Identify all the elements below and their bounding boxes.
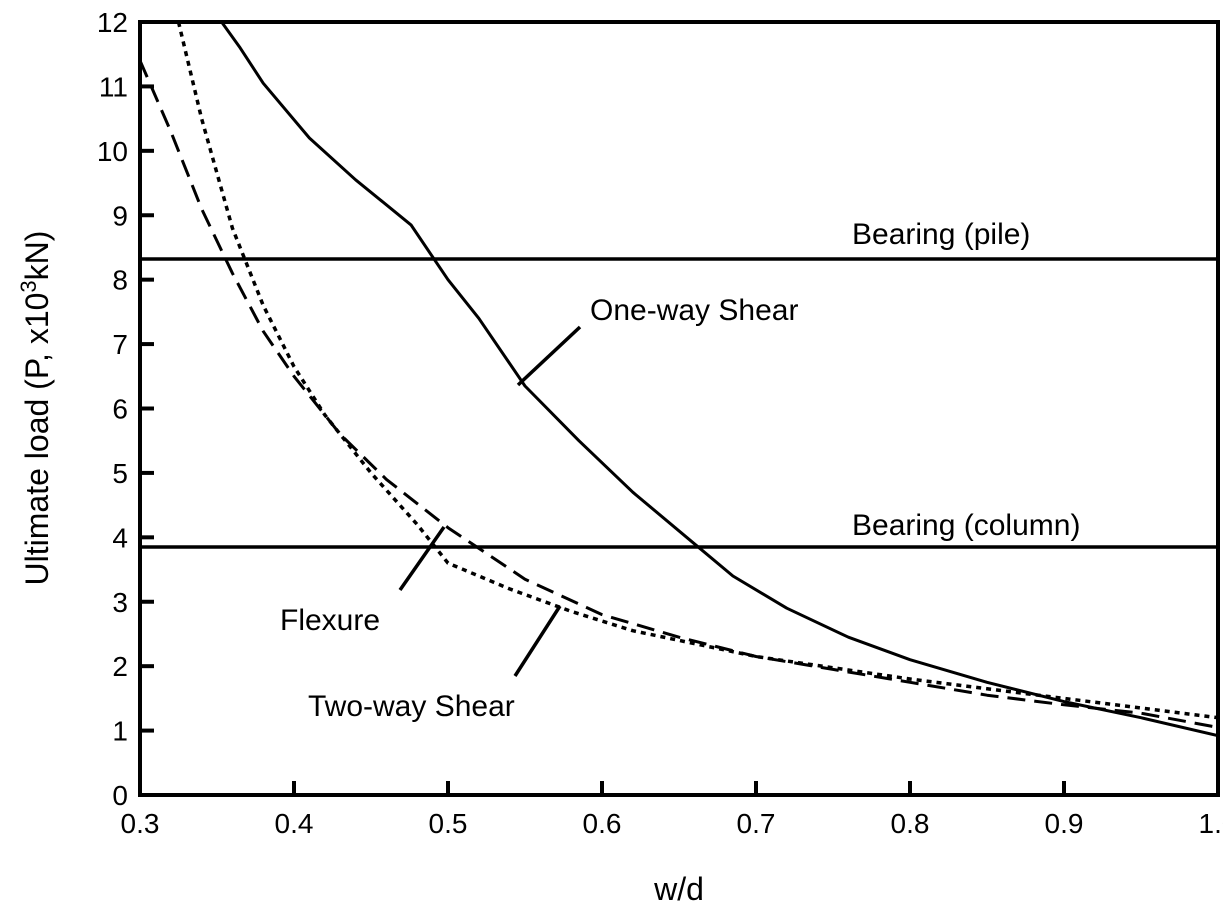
series-two-way-shear	[176, 22, 1218, 720]
series-layer	[140, 22, 1218, 738]
x-axis-title: w/d	[653, 871, 704, 907]
y-tick-label: 2	[112, 651, 128, 682]
annot-two-way-shear: Two-way Shear	[308, 690, 515, 723]
x-tick-label: 0.9	[1045, 808, 1084, 839]
leader-flexure	[398, 525, 446, 592]
series-one-way-shear	[220, 22, 1218, 738]
y-tick-label: 7	[112, 329, 128, 360]
x-tick-label: 0.8	[891, 808, 930, 839]
series-flexure	[140, 60, 1218, 729]
leader-one-way-shear	[516, 325, 582, 387]
y-tick-label: 4	[112, 522, 128, 553]
ref-label-bearing-column: Bearing (column)	[852, 509, 1080, 542]
leader-two-way-shear	[513, 605, 562, 677]
y-tick-label: 12	[97, 7, 128, 38]
annot-one-way-shear: One-way Shear	[590, 294, 798, 327]
x-tick-label: 0.4	[275, 808, 314, 839]
y-tick-label: 11	[99, 71, 128, 102]
y-tick-label: 3	[112, 587, 128, 618]
y-tick-label: 10	[97, 136, 128, 167]
y-axis-title-sup: 3	[16, 280, 41, 292]
y-tick-label: 8	[112, 265, 128, 296]
y-axis-title: Ultimate load (P, x103kN)	[16, 231, 55, 586]
x-tick-label: 0.7	[737, 808, 776, 839]
y-tick-label: 0	[112, 780, 128, 811]
reference-lines	[140, 257, 1218, 549]
leader-lines	[398, 325, 582, 677]
y-tick-label: 9	[112, 200, 128, 231]
plot-frame	[138, 20, 1220, 797]
y-axis-title-unit: kN)	[19, 231, 55, 281]
x-tick-label: 1.0	[1199, 808, 1223, 839]
y-axis-title-main: Ultimate load (P, x10	[19, 293, 55, 586]
y-tick-label: 5	[112, 458, 128, 489]
x-tick-label: 0.3	[121, 808, 160, 839]
x-axis-ticks: 0.3 0.4 0.5 0.6 0.7 0.8 0.9 1.0	[121, 781, 1223, 839]
x-tick-label: 0.6	[583, 808, 622, 839]
x-tick-label: 0.5	[429, 808, 468, 839]
y-tick-label: 1	[112, 716, 128, 747]
ref-label-bearing-pile: Bearing (pile)	[852, 218, 1030, 251]
y-tick-label: 6	[112, 394, 128, 425]
annot-flexure: Flexure	[280, 604, 380, 637]
